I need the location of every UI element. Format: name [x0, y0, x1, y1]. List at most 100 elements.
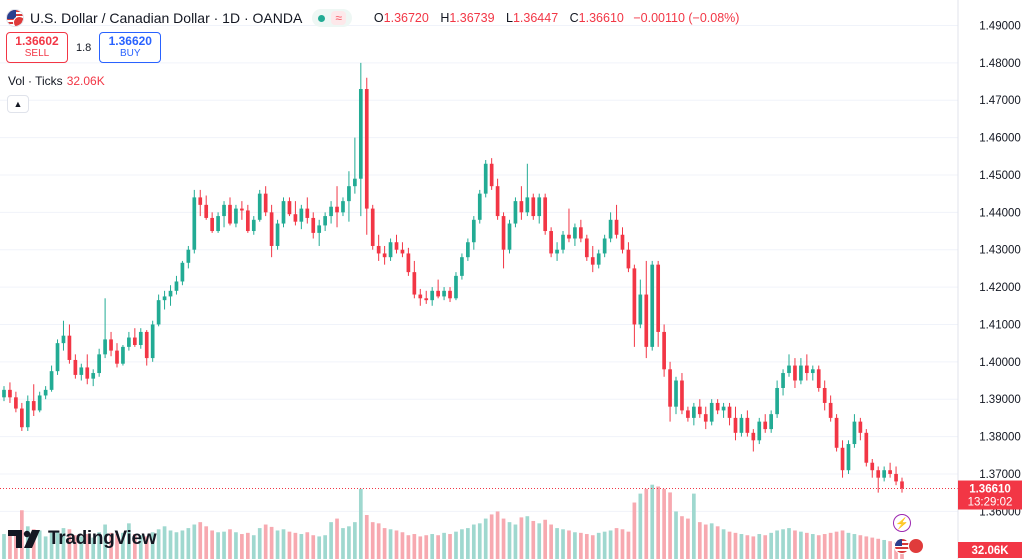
price-tick-label: 1.49000	[979, 20, 1021, 32]
market-status-pill[interactable]: ≈	[312, 9, 352, 27]
candle-body	[222, 204, 226, 217]
candle-body	[858, 421, 863, 433]
wave-icon: ≈	[331, 11, 346, 25]
price-tick-label: 1.42000	[979, 282, 1021, 294]
volume-bar	[121, 532, 125, 559]
volume-bar	[127, 523, 131, 559]
candle-body	[466, 242, 470, 258]
last-price-value: 1.36610	[969, 484, 1011, 496]
volume-bar	[412, 534, 417, 559]
candle-body	[697, 406, 702, 415]
candle-body	[733, 417, 738, 433]
ohlc-change: −0.00110 (−0.08%)	[633, 11, 740, 25]
symbol-legend: U.S. Dollar / Canadian Dollar · 1D · OAN…	[6, 6, 739, 30]
tradingview-logo[interactable]: TradingView	[8, 528, 157, 550]
candle-body	[787, 365, 791, 374]
candle-body	[870, 462, 875, 471]
volume-bar	[638, 493, 643, 559]
volume-bar	[567, 530, 571, 559]
volume-bar	[150, 532, 155, 559]
volume-bar	[668, 492, 672, 559]
price-tick-label: 1.40000	[979, 357, 1021, 369]
candle-body	[888, 470, 892, 474]
candle-body	[638, 294, 643, 325]
volume-bar	[8, 535, 12, 559]
candle-body	[287, 201, 292, 215]
volume-bar	[787, 528, 791, 559]
last-price-label: 1.36610 13:29:02	[958, 480, 1022, 510]
candle-body	[323, 216, 327, 226]
volume-bar	[870, 537, 875, 559]
volume-bar	[680, 516, 684, 559]
volume-bar	[793, 530, 797, 559]
volume-bar	[293, 532, 298, 559]
spread-value: 1.8	[76, 41, 92, 54]
candle-body	[852, 421, 857, 445]
volume-bar	[144, 536, 149, 559]
candle-body	[513, 201, 518, 224]
volume-bar	[721, 529, 726, 559]
volume-bar	[602, 531, 607, 559]
sell-button[interactable]: 1.36602 SELL	[6, 32, 68, 63]
candle-body	[810, 369, 815, 374]
candle-body	[394, 242, 399, 250]
candle-body	[828, 402, 833, 418]
volume-bar	[370, 522, 375, 559]
volume-bar	[353, 522, 357, 559]
volume-bar	[573, 532, 577, 559]
ca-event-flag-icon[interactable]	[908, 538, 924, 554]
candle-body	[507, 223, 512, 250]
candle-body	[150, 324, 155, 359]
candle-body	[364, 89, 369, 209]
volume-bar	[347, 526, 351, 559]
candle-body	[174, 281, 179, 291]
candle-body	[269, 212, 274, 246]
price-tick-label: 1.46000	[979, 133, 1021, 145]
volume-bar	[245, 532, 250, 559]
volume-bar	[555, 528, 559, 559]
volume-bar	[323, 535, 327, 559]
candle-body	[382, 253, 387, 258]
volume-bar	[876, 538, 881, 559]
candle-body	[305, 208, 310, 218]
candle-body	[109, 339, 113, 351]
buy-button[interactable]: 1.36620 BUY	[99, 32, 162, 63]
volume-bar	[620, 529, 625, 559]
volume-bar	[757, 534, 762, 559]
candle-body	[686, 410, 690, 418]
volume-bar	[864, 536, 869, 559]
volume-bar	[656, 486, 661, 559]
volume-bar	[275, 530, 280, 559]
price-axis[interactable]: 1.49000 1.48000 1.47000 1.46000 1.45000 1.440…	[957, 0, 1024, 559]
lightning-event-icon[interactable]: ⚡	[893, 514, 911, 532]
volume-legend[interactable]: Vol · Ticks 32.06K	[8, 74, 105, 88]
candle-body	[709, 402, 714, 422]
candle-body	[412, 272, 417, 295]
candle-body	[353, 178, 357, 187]
volume-bar	[257, 528, 262, 559]
candle-body	[864, 432, 869, 463]
ohlc-open-key: O	[373, 11, 384, 25]
candle-body	[816, 369, 821, 388]
volume-bar	[513, 524, 518, 559]
volume-bar	[281, 529, 286, 559]
volume-bar	[400, 532, 405, 559]
symbol-title[interactable]: U.S. Dollar / Canadian Dollar · 1D · OAN…	[30, 10, 303, 26]
collapse-legend-button[interactable]: ▲	[7, 95, 29, 113]
volume-bar	[489, 514, 494, 559]
volume-bar	[180, 530, 185, 559]
volume-bar	[394, 530, 399, 559]
volume-bar	[115, 534, 119, 559]
volume-bar	[299, 534, 304, 559]
volume-bar	[204, 526, 209, 559]
volume-bar	[364, 515, 369, 559]
volume-bar	[228, 529, 232, 559]
candle-body	[632, 268, 637, 325]
candle-body	[406, 253, 411, 273]
volume-bar	[138, 535, 143, 559]
volume-bar	[436, 535, 440, 559]
candle-body	[608, 219, 613, 239]
volume-bar	[132, 534, 137, 559]
tradingview-wordmark: TradingView	[48, 528, 157, 549]
